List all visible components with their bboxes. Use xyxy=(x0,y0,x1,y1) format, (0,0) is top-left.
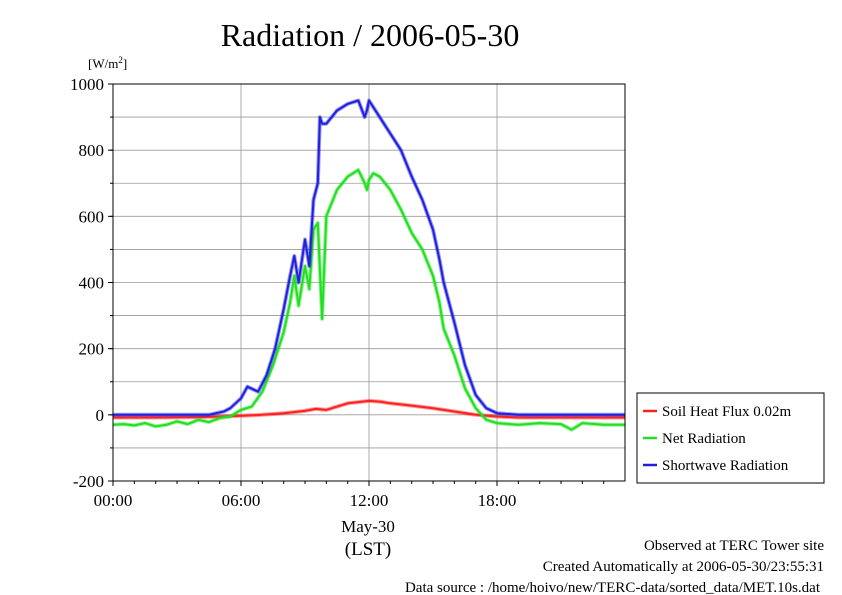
legend-label: Net Radiation xyxy=(662,431,746,447)
x-axis-label: (LST) xyxy=(345,539,391,560)
x-tick-labels: 00:00 06:00 12:00 18:00 xyxy=(94,481,605,510)
legend-label: Soil Heat Flux 0.02m xyxy=(662,404,792,420)
x-tick-label: 18:00 xyxy=(478,491,517,510)
y-tick-label: 400 xyxy=(79,274,105,293)
x-tick-label: 00:00 xyxy=(94,491,133,510)
grid-lines xyxy=(113,84,625,481)
y-tick-labels: -200 0 200 400 600 800 1000 xyxy=(70,75,113,491)
legend: Soil Heat Flux 0.02m Net Radiation Shortwa… xyxy=(636,392,825,484)
y-tick-label: 600 xyxy=(79,207,105,226)
y-tick-label: 1000 xyxy=(70,75,104,94)
x-tick-label: 12:00 xyxy=(350,491,389,510)
series-line-2 xyxy=(113,99,625,416)
y-tick-label: 800 xyxy=(79,141,105,160)
y-axis-unit-label: [W/m2] xyxy=(88,55,127,71)
date-label: May-30 xyxy=(341,517,395,536)
series-line-0 xyxy=(113,399,625,419)
y-tick-label: 0 xyxy=(96,406,105,425)
x-tick-label: 06:00 xyxy=(222,491,261,510)
chart-title: Radiation / 2006-05-30 xyxy=(221,17,520,53)
legend-label: Shortwave Radiation xyxy=(662,458,789,474)
footer-site: Observed at TERC Tower site xyxy=(644,538,824,554)
legend-box xyxy=(636,392,825,484)
y-tick-label: -200 xyxy=(73,472,104,491)
y-tick-label: 200 xyxy=(79,340,105,359)
footer-created: Created Automatically at 2006-05-30/23:5… xyxy=(543,559,824,575)
footer-source: Data source : /home/hoivo/new/TERC-data/… xyxy=(405,580,821,595)
series-line-1 xyxy=(112,169,625,431)
series-lines xyxy=(112,98,625,432)
